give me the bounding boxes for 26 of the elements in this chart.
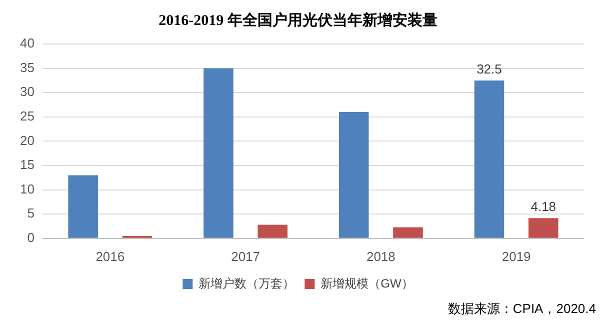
y-tick-label: 15 — [20, 157, 34, 172]
bar — [338, 112, 369, 238]
data-label: 4.18 — [530, 199, 556, 214]
bar — [393, 227, 423, 238]
y-tick-label: 25 — [20, 108, 34, 124]
y-tick-label: 10 — [20, 181, 34, 196]
y-tick-label: 40 — [20, 36, 34, 51]
x-tick-label: 2019 — [502, 248, 531, 264]
chart-title: 2016-2019 年全国户用光伏当年新增安装量 — [158, 10, 438, 29]
legend-label: 新增规模（GW） — [320, 276, 414, 290]
bar — [204, 68, 234, 238]
y-tick-label: 5 — [27, 206, 34, 221]
source-note: 数据来源：CPIA，2020.4 — [446, 300, 596, 318]
y-tick-label: 35 — [20, 60, 34, 75]
bar — [68, 175, 98, 238]
y-tick-label: 20 — [20, 132, 34, 148]
x-tick-label: 2016 — [96, 248, 125, 264]
legend-label: 新增户数（万套） — [198, 276, 295, 290]
y-tick-label: 30 — [20, 84, 34, 100]
data-label: 32.5 — [476, 62, 502, 77]
bar — [258, 224, 288, 238]
y-tick-label: 0 — [27, 230, 34, 245]
bar — [528, 218, 558, 238]
x-tick-label: 2018 — [366, 248, 396, 264]
x-tick-label: 2017 — [231, 248, 260, 264]
bar — [474, 80, 504, 238]
